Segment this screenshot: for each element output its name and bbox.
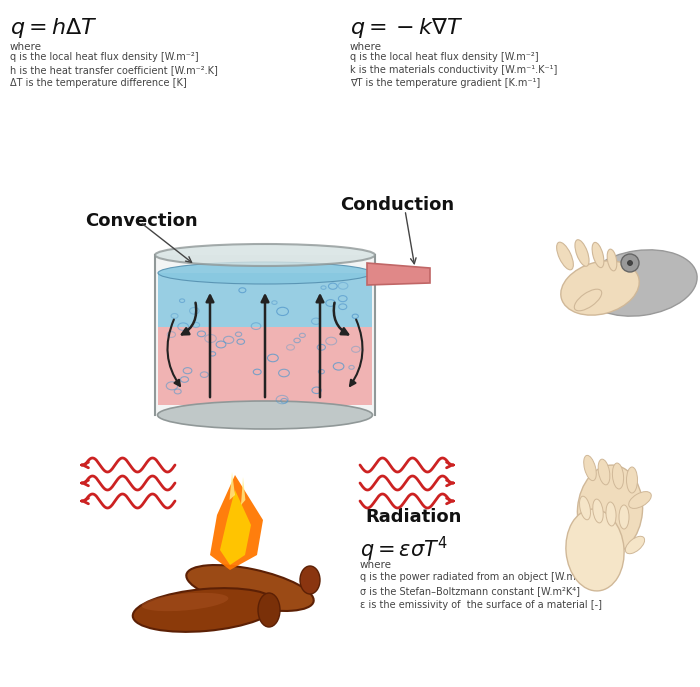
Text: $q = h\Delta T$: $q = h\Delta T$ xyxy=(10,16,98,40)
Ellipse shape xyxy=(556,243,573,270)
Ellipse shape xyxy=(583,250,697,316)
Ellipse shape xyxy=(606,502,616,526)
Text: ΔT is the temperature difference [K]: ΔT is the temperature difference [K] xyxy=(10,78,187,88)
Text: where: where xyxy=(360,560,392,570)
Ellipse shape xyxy=(598,459,610,485)
Polygon shape xyxy=(241,477,246,505)
Text: h is the heat transfer coefficient [W.m⁻².K]: h is the heat transfer coefficient [W.m⁻… xyxy=(10,65,218,75)
Ellipse shape xyxy=(619,505,629,529)
Polygon shape xyxy=(158,273,372,327)
Text: $q = \varepsilon\sigma T^4$: $q = \varepsilon\sigma T^4$ xyxy=(360,535,448,564)
Ellipse shape xyxy=(625,537,645,554)
Polygon shape xyxy=(367,263,430,285)
Ellipse shape xyxy=(627,260,633,265)
Text: Convection: Convection xyxy=(85,212,197,230)
Ellipse shape xyxy=(574,289,602,311)
Ellipse shape xyxy=(575,240,589,267)
Text: σ is the Stefan–Boltzmann constant [W.m²K⁴]: σ is the Stefan–Boltzmann constant [W.m²… xyxy=(360,586,580,596)
Text: k is the materials conductivity [W.m⁻¹.K⁻¹]: k is the materials conductivity [W.m⁻¹.K… xyxy=(350,65,557,75)
Text: where: where xyxy=(10,42,42,52)
Polygon shape xyxy=(155,255,375,415)
Text: q is the local heat flux density [W.m⁻²]: q is the local heat flux density [W.m⁻²] xyxy=(10,52,199,62)
Text: Radiation: Radiation xyxy=(365,508,461,526)
Text: $q = -k\nabla T$: $q = -k\nabla T$ xyxy=(350,16,463,40)
Text: Conduction: Conduction xyxy=(340,196,454,214)
Ellipse shape xyxy=(580,496,591,520)
Ellipse shape xyxy=(593,499,603,523)
Ellipse shape xyxy=(592,243,604,268)
Ellipse shape xyxy=(607,249,617,271)
Ellipse shape xyxy=(561,261,639,315)
Ellipse shape xyxy=(158,262,372,284)
Polygon shape xyxy=(230,472,235,500)
Ellipse shape xyxy=(612,463,624,489)
Polygon shape xyxy=(210,475,263,570)
Ellipse shape xyxy=(626,467,638,493)
Ellipse shape xyxy=(141,593,228,611)
Text: where: where xyxy=(350,42,382,52)
Text: ε is the emissivity of  the surface of a material [-]: ε is the emissivity of the surface of a … xyxy=(360,600,602,610)
Ellipse shape xyxy=(155,244,375,266)
Ellipse shape xyxy=(629,492,651,508)
Text: q is the local heat flux density [W.m⁻²]: q is the local heat flux density [W.m⁻²] xyxy=(350,52,538,62)
Text: ∇T is the temperature gradient [K.m⁻¹]: ∇T is the temperature gradient [K.m⁻¹] xyxy=(350,78,540,88)
Ellipse shape xyxy=(566,509,624,591)
Ellipse shape xyxy=(258,593,280,627)
Ellipse shape xyxy=(621,254,639,272)
Ellipse shape xyxy=(578,465,643,555)
Text: q is the power radiated from an object [W.m⁻²]: q is the power radiated from an object [… xyxy=(360,572,589,582)
Ellipse shape xyxy=(300,566,320,594)
Polygon shape xyxy=(158,327,372,405)
Ellipse shape xyxy=(133,588,277,632)
Ellipse shape xyxy=(158,401,372,429)
Ellipse shape xyxy=(186,565,314,611)
Polygon shape xyxy=(220,490,251,565)
Ellipse shape xyxy=(584,455,596,481)
